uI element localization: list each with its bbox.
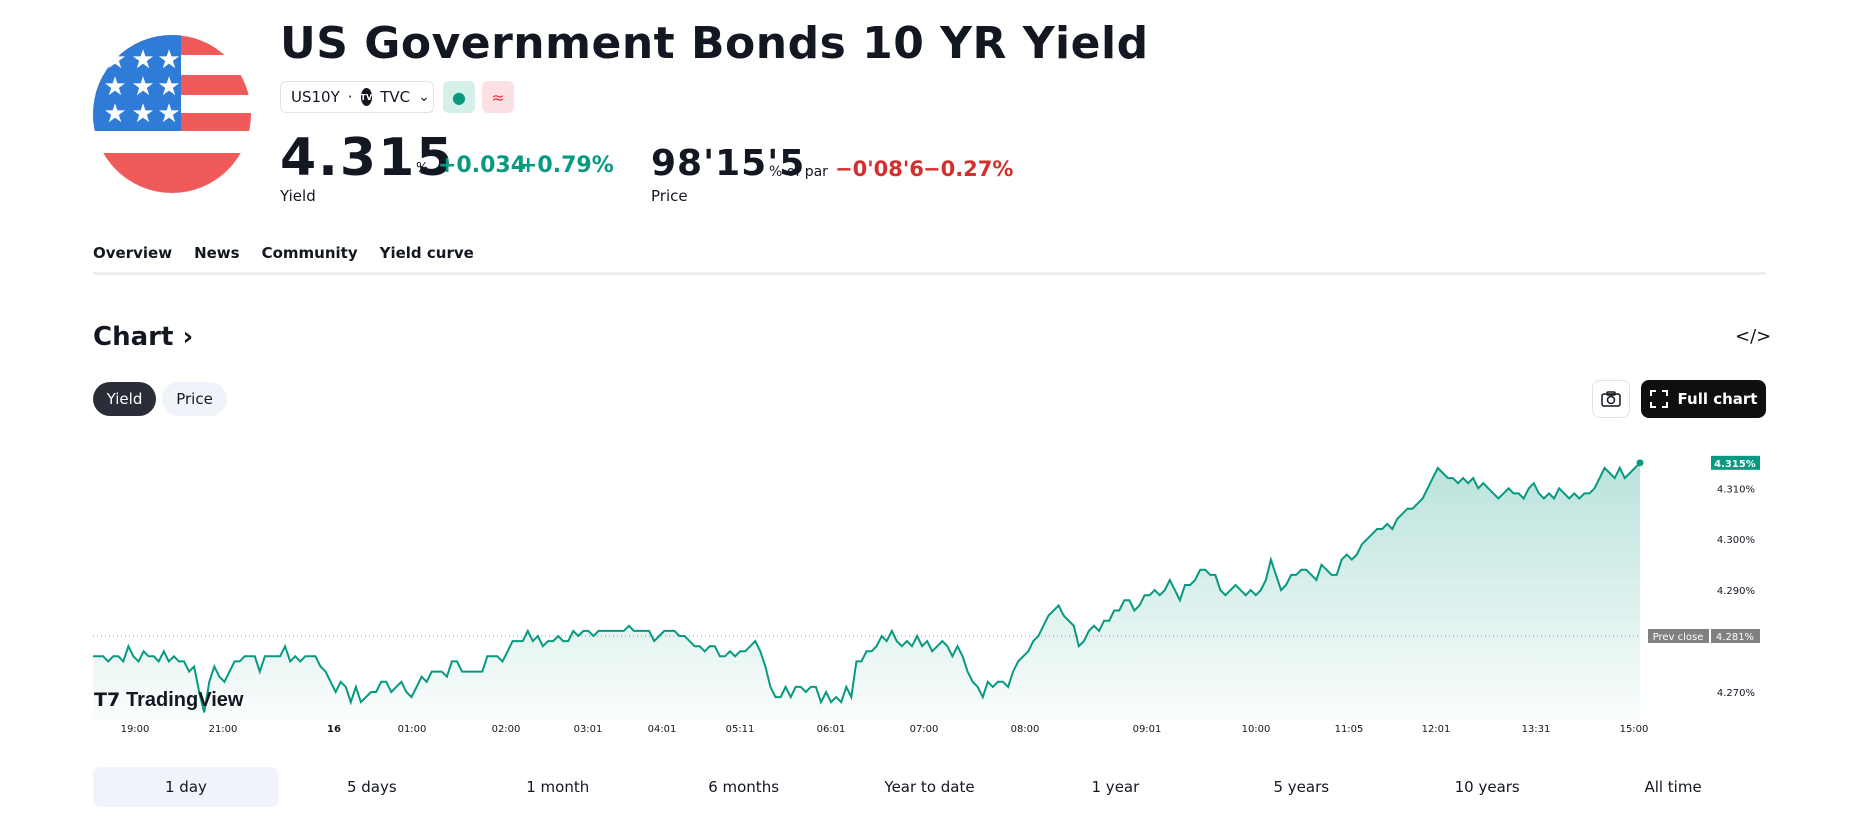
- svg-text:★: ★: [157, 72, 180, 102]
- yield-area-fill: [93, 462, 1640, 720]
- tradingview-logo-icon: T7: [94, 689, 120, 711]
- prev-close-tag: [1648, 628, 1709, 643]
- svg-text:★: ★: [157, 99, 180, 129]
- svg-text:★: ★: [131, 72, 154, 102]
- last-point: [1636, 459, 1644, 467]
- y-tick-label: 4.270%: [1717, 688, 1755, 699]
- x-tick-label: 02:00: [492, 724, 521, 735]
- x-tick-label: 10:00: [1242, 724, 1271, 735]
- prev-close-value-tag: [1711, 628, 1760, 643]
- x-tick-label: 12:01: [1422, 724, 1451, 735]
- yield-chart[interactable]: 4.310% 4.300% 4.290% 4.270% 19:00 21:00 16 01:…: [0, 430, 1861, 750]
- tab-news[interactable]: News: [194, 244, 240, 262]
- range-10-years[interactable]: 10 years: [1454, 778, 1520, 796]
- range-5-days[interactable]: 5 days: [346, 778, 397, 796]
- tradingview-wordmark: TradingView: [126, 689, 244, 711]
- svg-text:★: ★: [103, 45, 126, 75]
- x-tick-label: 16: [327, 724, 341, 735]
- us-flag-icon: ★ ★ ★ ★ ★ ★ ★ ★ ★: [93, 35, 251, 193]
- x-tick-label: 01:00: [398, 724, 427, 735]
- x-tick-label: 13:31: [1522, 724, 1551, 735]
- yield-unit: %: [416, 161, 429, 176]
- svg-text:★: ★: [131, 45, 154, 75]
- chevron-right-icon: ›: [173, 322, 194, 352]
- range-1-day[interactable]: 1 day: [93, 767, 279, 807]
- chart-heading: Chart: [93, 322, 174, 352]
- full-chart-label: Full chart: [1677, 390, 1758, 408]
- x-tick-label: 06:01: [817, 724, 846, 735]
- range-ytd[interactable]: Year to date: [884, 778, 975, 796]
- price-label: Price: [651, 187, 688, 205]
- x-tick-label: 21:00: [209, 724, 238, 735]
- camera-icon: [1601, 391, 1621, 407]
- svg-text:★: ★: [131, 99, 154, 129]
- range-6-months[interactable]: 6 months: [708, 778, 780, 796]
- price-change-percent: −0.27%: [923, 157, 1014, 181]
- svg-text:★: ★: [157, 45, 180, 75]
- dot-icon: ●: [452, 87, 466, 107]
- tradingview-watermark: T7 TradingView: [94, 689, 244, 711]
- page-title: US Government Bonds 10 YR Yield: [280, 18, 1149, 69]
- symbol-ticker: US10Y: [291, 88, 340, 106]
- time-range-selector: 1 day 5 days 1 month 6 months Year to da…: [93, 767, 1766, 807]
- y-tick-label: 4.300%: [1717, 535, 1755, 546]
- symbol-selector[interactable]: US10Y · TV TVC ⌄: [280, 81, 434, 113]
- prev-close-label: Prev close: [1653, 632, 1704, 643]
- price-unit: % of par: [769, 164, 828, 180]
- price-change: −0'08'6: [835, 157, 924, 181]
- range-1-month[interactable]: 1 month: [526, 778, 590, 796]
- x-tick-label: 03:01: [574, 724, 603, 735]
- exchange-logo-icon: TV: [360, 88, 373, 106]
- price-value: 98'15'5: [651, 143, 806, 184]
- range-all-time[interactable]: All time: [1644, 778, 1702, 796]
- yield-change-percent: +0.79%: [519, 153, 614, 178]
- y-tick-label: 4.290%: [1717, 586, 1755, 597]
- range-5-years[interactable]: 5 years: [1273, 778, 1330, 796]
- yield-value: 4.315: [280, 128, 455, 188]
- tabs-divider: [93, 272, 1766, 275]
- tab-community[interactable]: Community: [261, 244, 358, 262]
- last-value-label: 4.315%: [1714, 459, 1756, 470]
- full-chart-button[interactable]: Full chart: [1641, 380, 1766, 418]
- yield-label: Yield: [280, 187, 316, 205]
- market-open-badge[interactable]: ●: [443, 81, 475, 113]
- yield-line: [93, 462, 1641, 713]
- x-tick-label: 11:05: [1335, 724, 1364, 735]
- yield-change: +0.034: [438, 153, 527, 178]
- x-tick-label: 09:01: [1133, 724, 1162, 735]
- tab-overview[interactable]: Overview: [93, 244, 173, 275]
- x-tick-label: 05:11: [726, 724, 755, 735]
- y-tick-label: 4.310%: [1717, 484, 1755, 495]
- x-tick-label: 07:00: [910, 724, 939, 735]
- embed-code-icon[interactable]: </>: [1735, 326, 1772, 347]
- fullscreen-icon: [1649, 390, 1668, 408]
- snapshot-button[interactable]: [1592, 380, 1630, 418]
- prev-close-value: 4.281%: [1716, 632, 1754, 643]
- x-tick-label: 04:01: [648, 724, 677, 735]
- last-value-tag: [1711, 455, 1760, 470]
- approx-icon: ≈: [491, 87, 505, 107]
- chart-heading-link[interactable]: Chart ›: [93, 322, 193, 352]
- delayed-data-badge[interactable]: ≈: [482, 81, 514, 113]
- x-tick-label: 15:00: [1620, 724, 1649, 735]
- exchange-name: TVC: [380, 88, 411, 106]
- tab-yield-curve[interactable]: Yield curve: [379, 244, 474, 262]
- separator-dot: ·: [347, 88, 353, 106]
- chevron-down-icon: ⌄: [418, 89, 430, 105]
- toggle-price[interactable]: Price: [162, 382, 227, 416]
- svg-text:★: ★: [103, 99, 126, 129]
- range-1-year[interactable]: 1 year: [1091, 778, 1140, 796]
- x-tick-label: 19:00: [121, 724, 150, 735]
- svg-text:★: ★: [103, 72, 126, 102]
- toggle-yield[interactable]: Yield: [93, 382, 156, 416]
- x-tick-label: 08:00: [1011, 724, 1040, 735]
- section-tabs: Overview News Community Yield curve: [93, 244, 474, 275]
